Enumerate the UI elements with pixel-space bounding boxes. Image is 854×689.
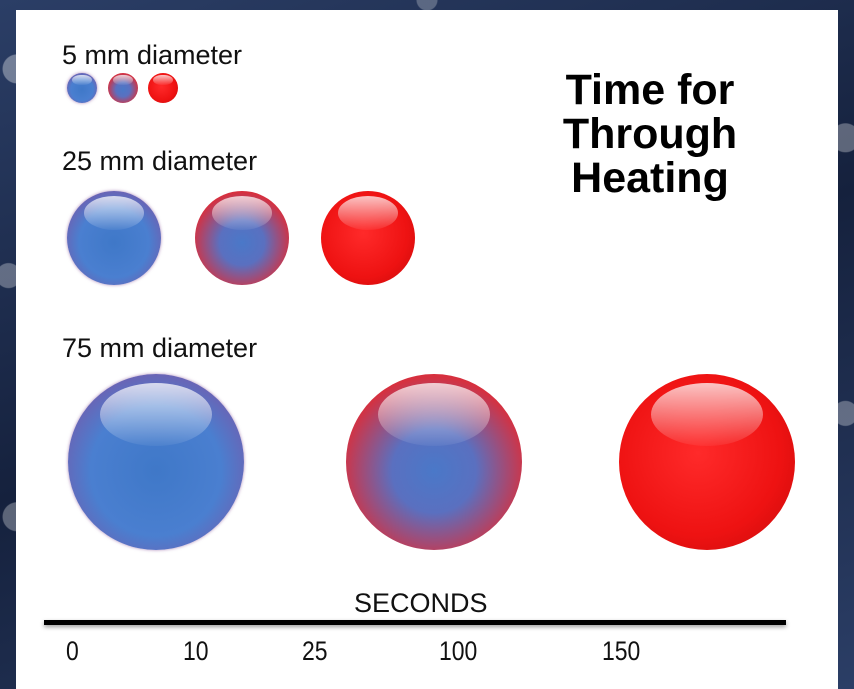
tick-label: 0	[66, 636, 79, 666]
tick-label: 10	[183, 636, 209, 666]
title-line-3: Heating	[571, 154, 729, 202]
sphere-25mm-mostly	[195, 191, 289, 285]
tick-label: 150	[602, 636, 641, 666]
label-75mm: 75 mm diameter	[62, 333, 258, 363]
time-axis-line	[44, 620, 786, 625]
title-line-2: Through	[562, 110, 738, 158]
label-25mm: 25 mm diameter	[62, 146, 258, 176]
sphere-5mm-mostly	[108, 73, 138, 103]
sphere-25mm-full	[321, 191, 415, 285]
tick-label: 100	[439, 636, 478, 666]
sphere-75mm-partial	[68, 374, 244, 550]
sphere-5mm-partial	[67, 73, 97, 103]
diagram-title: Time for Through Heating	[520, 68, 780, 200]
sphere-5mm-full	[148, 73, 178, 103]
sphere-75mm-mostly	[346, 374, 522, 550]
label-5mm: 5 mm diameter	[62, 40, 243, 70]
sphere-25mm-partial	[67, 191, 161, 285]
tick-label: 25	[302, 636, 328, 666]
title-line-1: Time for	[565, 66, 735, 114]
axis-title: SECONDS	[354, 588, 488, 618]
sphere-75mm-full	[619, 374, 795, 550]
diagram-panel	[16, 10, 838, 689]
